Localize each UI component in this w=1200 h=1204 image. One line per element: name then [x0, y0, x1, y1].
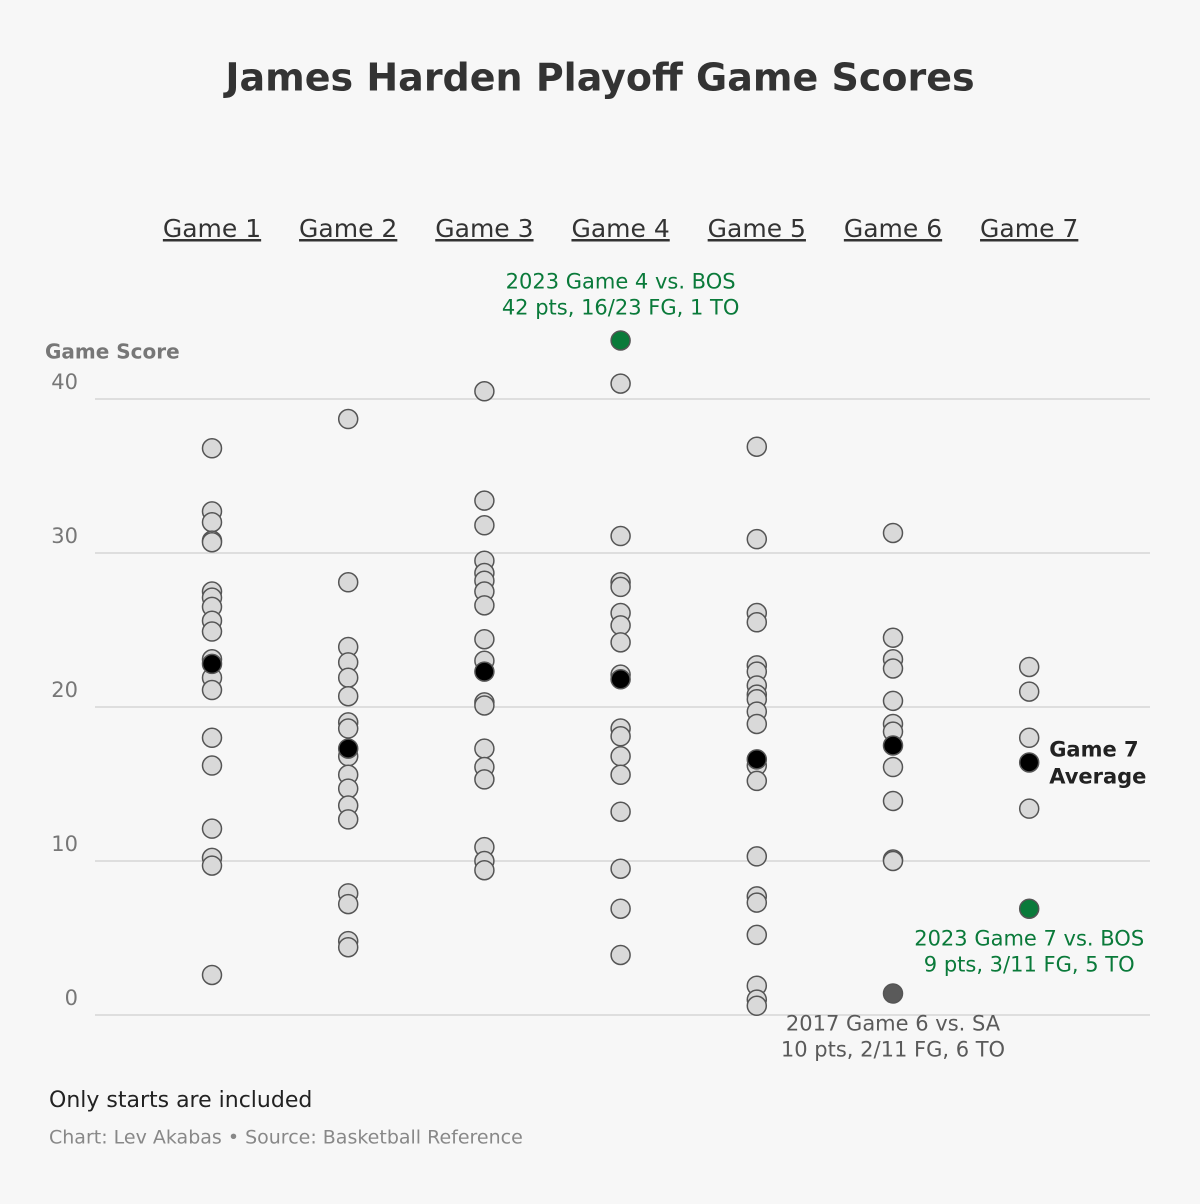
- average-label: Average: [1049, 764, 1146, 788]
- average-point: [474, 661, 495, 682]
- game-point: [882, 690, 904, 712]
- highlight-point: [610, 330, 631, 351]
- game-point: [610, 746, 631, 767]
- game-point: [882, 850, 904, 872]
- game-point: [1018, 681, 1040, 702]
- game-point: [746, 892, 768, 913]
- column-header: Game 2: [299, 214, 397, 243]
- average-point: [610, 669, 631, 690]
- game-point: [201, 818, 223, 839]
- highlight-annotation: 10 pts, 2/11 FG, 6 TO: [781, 1037, 1005, 1061]
- game-point: [337, 667, 359, 688]
- game-point: [1018, 727, 1040, 749]
- note: Only starts are included: [49, 1088, 312, 1113]
- game-point: [474, 628, 495, 650]
- chart-title: James Harden Playoff Game Scores: [222, 56, 974, 100]
- game-point: [746, 846, 768, 867]
- column-header: Game 1: [163, 214, 261, 243]
- y-tick-label: 30: [51, 524, 78, 548]
- column-header: Game 3: [435, 214, 533, 243]
- column-header: Game 7: [980, 214, 1078, 243]
- game-point: [610, 615, 631, 636]
- average-point: [201, 653, 223, 675]
- game-point: [474, 769, 495, 790]
- game-point: [474, 595, 495, 616]
- game-point: [882, 790, 904, 812]
- average-point: [746, 749, 768, 770]
- game-point: [746, 528, 768, 550]
- game-point: [474, 381, 495, 402]
- game-point: [610, 764, 631, 786]
- game-point: [746, 713, 768, 735]
- game-point: [201, 531, 223, 553]
- highlight-annotation: 2023 Game 4 vs. BOS: [506, 269, 736, 293]
- game-point: [610, 373, 631, 394]
- source: Chart: Lev Akabas • Source: Basketball R…: [49, 1127, 523, 1149]
- game-point: [610, 944, 631, 966]
- y-tick-label: 40: [51, 370, 78, 394]
- game-point: [746, 612, 768, 633]
- y-tick-label: 20: [51, 678, 78, 702]
- game-point: [201, 755, 223, 776]
- game-point: [610, 632, 631, 653]
- game-point: [882, 756, 904, 778]
- game-point: [610, 525, 631, 547]
- game-point: [882, 658, 904, 679]
- game-point: [201, 679, 223, 701]
- game-point: [882, 627, 904, 648]
- average-label: Game 7: [1049, 737, 1138, 761]
- game-point: [746, 995, 768, 1017]
- column-header: Game 5: [708, 214, 806, 243]
- game-point: [337, 685, 359, 707]
- game-point: [337, 809, 359, 830]
- column-header: Game 4: [571, 214, 669, 243]
- game-point: [201, 727, 223, 749]
- y-axis-label: Game Score: [45, 340, 180, 364]
- average-point: [1018, 752, 1040, 773]
- game-point: [1018, 656, 1040, 678]
- game-point: [201, 621, 223, 642]
- game-point: [746, 770, 768, 792]
- highlight-annotation: 2017 Game 6 vs. SA: [786, 1011, 1001, 1035]
- game-point: [474, 695, 495, 716]
- y-tick-label: 0: [65, 986, 78, 1010]
- column-header: Game 6: [844, 214, 942, 243]
- game-point: [882, 522, 904, 544]
- highlight-annotation: 42 pts, 16/23 FG, 1 TO: [502, 295, 740, 319]
- highlight-annotation: 9 pts, 3/11 FG, 5 TO: [924, 953, 1135, 977]
- game-point: [610, 726, 631, 747]
- highlight-annotation: 2023 Game 7 vs. BOS: [914, 927, 1144, 951]
- game-point: [337, 936, 359, 958]
- game-point: [610, 858, 631, 879]
- game-point: [610, 898, 631, 919]
- game-point: [201, 855, 223, 876]
- highlight-point: [882, 983, 904, 1004]
- game-point: [610, 576, 631, 598]
- game-point: [746, 924, 768, 946]
- game-point: [337, 572, 359, 593]
- game-point: [201, 511, 223, 533]
- highlight-point: [1018, 898, 1040, 919]
- game-point: [1018, 798, 1040, 819]
- game-point: [337, 778, 359, 799]
- game-point: [337, 408, 359, 430]
- game-point: [746, 436, 768, 457]
- game-point: [610, 801, 631, 822]
- game-point: [474, 738, 495, 759]
- game-point: [201, 438, 223, 459]
- game-point: [201, 964, 223, 986]
- average-point: [882, 735, 904, 756]
- y-tick-label: 10: [51, 832, 78, 856]
- game-point: [474, 515, 495, 536]
- game-point: [337, 718, 359, 739]
- game-point: [474, 490, 495, 511]
- average-point: [337, 738, 359, 759]
- game-point: [474, 859, 495, 881]
- game-point: [337, 893, 359, 915]
